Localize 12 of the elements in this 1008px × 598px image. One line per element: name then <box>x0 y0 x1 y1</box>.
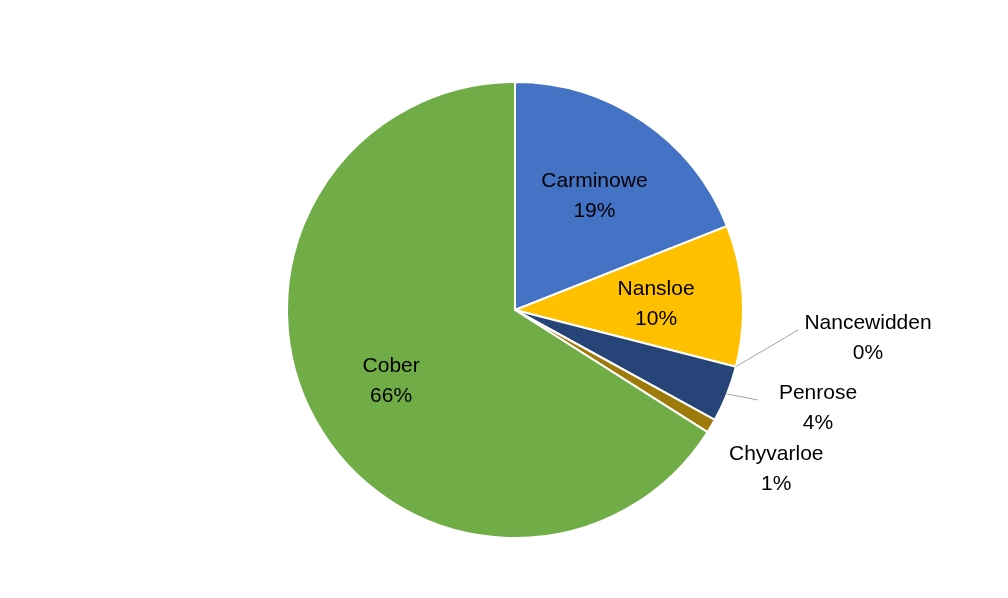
text: 0% <box>852 340 884 363</box>
data-label: 1% <box>761 471 792 495</box>
data-label: 4% <box>802 410 834 433</box>
data-label: 19% <box>573 198 616 222</box>
data-label: 66% <box>370 383 413 407</box>
category-label: Nancewidden <box>804 310 932 333</box>
slice-label: Chyvarloe <box>728 441 824 465</box>
slice-label: Penrose <box>778 380 858 403</box>
slice-label: Carminowe <box>541 168 648 192</box>
slice-label: Cober <box>362 353 420 377</box>
data-label: 10% <box>635 306 678 330</box>
slice-label: Nansloe <box>617 276 695 300</box>
